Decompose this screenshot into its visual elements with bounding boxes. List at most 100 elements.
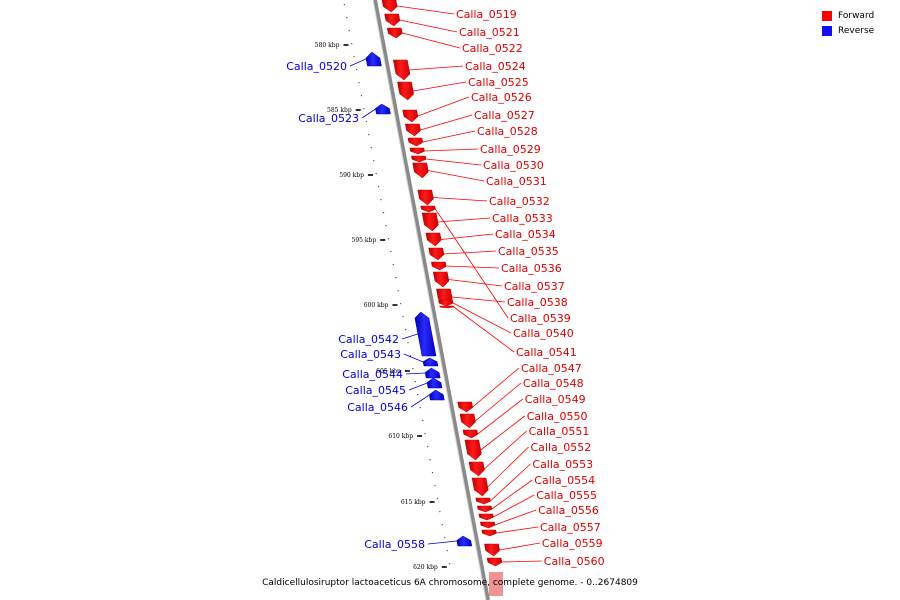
gene-arrow-calla-0528[interactable] <box>407 137 424 147</box>
gene-label-forward[interactable]: Calla_0539 <box>510 312 571 325</box>
gene-label-forward[interactable]: Calla_0554 <box>534 474 595 487</box>
gene-label-forward[interactable]: Calla_0526 <box>471 91 532 104</box>
gene-arrow-calla-0550[interactable] <box>464 439 482 461</box>
chromosome-caption: Caldicellulosiruptor lactoaceticus 6A ch… <box>262 578 638 588</box>
gene-label-forward[interactable]: Calla_0533 <box>492 212 553 225</box>
gene-arrow-calla-0524[interactable] <box>392 59 411 81</box>
gene-label-reverse[interactable]: Calla_0520 <box>286 60 347 73</box>
gene-label-forward[interactable]: Calla_0540 <box>513 327 574 340</box>
gene-arrow-calla-0551[interactable] <box>468 461 485 477</box>
minor-tick <box>343 4 345 6</box>
gene-label-reverse[interactable]: Calla_0558 <box>364 538 425 551</box>
minor-tick <box>346 17 348 19</box>
gene-arrow-calla-0556[interactable] <box>480 521 496 529</box>
gene-arrow-calla-0525[interactable] <box>397 81 414 101</box>
gene-label-forward[interactable]: Calla_0556 <box>538 504 599 517</box>
gene-arrow-calla-0530[interactable] <box>411 155 427 163</box>
gene-arrow-calla-0549[interactable] <box>462 429 479 439</box>
gene-arrow-calla-0535[interactable] <box>428 247 445 261</box>
gene-arrow-calla-0543[interactable] <box>422 357 439 367</box>
gene-arrow-calla-0542[interactable] <box>414 311 437 357</box>
gene-arrow-calla-0532[interactable] <box>417 189 434 206</box>
gene-label-forward[interactable]: Calla_0550 <box>527 410 588 423</box>
minor-tick <box>358 82 360 84</box>
gene-arrow-calla-0548[interactable] <box>459 413 476 429</box>
gene-arrow-calla-0541[interactable] <box>439 305 455 309</box>
gene-leader-line <box>441 233 494 240</box>
gene-arrow-calla-0533[interactable] <box>421 212 439 232</box>
gene-arrow-calla-0531[interactable] <box>412 162 429 179</box>
tick-label: 620 kbp <box>413 564 438 571</box>
gene-arrow-calla-0559[interactable] <box>484 543 500 557</box>
gene-label-forward[interactable]: Calla_0555 <box>536 489 597 502</box>
gene-label-reverse[interactable]: Calla_0545 <box>345 384 406 397</box>
gene-arrow-calla-0544[interactable] <box>424 367 441 379</box>
gene-label-forward[interactable]: Calla_0538 <box>507 296 568 309</box>
gene-label-reverse[interactable]: Calla_0542 <box>338 333 399 346</box>
gene-arrow-calla-0555[interactable] <box>478 513 494 521</box>
gene-label-forward[interactable]: Calla_0532 <box>489 195 550 208</box>
gene-arrow-calla-0527[interactable] <box>405 123 421 137</box>
gene-arrow-calla-0557[interactable] <box>481 529 497 537</box>
gene-label-forward[interactable]: Calla_0528 <box>477 125 538 138</box>
gene-label-forward[interactable]: Calla_0530 <box>483 159 544 172</box>
gene-label-forward[interactable]: Calla_0535 <box>498 245 559 258</box>
minor-tick <box>439 511 441 513</box>
gene-arrow-calla-0523[interactable] <box>375 103 391 115</box>
gene-label-forward[interactable]: Calla_0536 <box>501 262 562 275</box>
gene-arrow-calla-0552[interactable] <box>471 477 489 497</box>
gene-label-forward[interactable]: Calla_0549 <box>525 393 586 406</box>
gene-label-reverse[interactable]: Calla_0523 <box>298 112 359 125</box>
gene-label-forward[interactable]: Calla_0522 <box>462 42 523 55</box>
gene-label-reverse[interactable]: Calla_0544 <box>342 368 403 381</box>
gene-arrow-calla-0553[interactable] <box>475 497 491 505</box>
gene-arrow-calla-0520[interactable] <box>365 51 382 67</box>
minor-tick <box>449 563 451 565</box>
gene-label-forward[interactable]: Calla_0519 <box>456 8 517 21</box>
gene-arrow-calla-0540[interactable] <box>438 299 454 307</box>
gene-leader-line <box>487 446 529 488</box>
gene-arrow-calla-0560[interactable] <box>486 557 503 567</box>
gene-label-forward[interactable]: Calla_0534 <box>495 228 556 241</box>
gene-leader-line <box>401 333 419 340</box>
gene-arrow-calla-0537[interactable] <box>432 271 450 288</box>
gene-label-forward[interactable]: Calla_0553 <box>532 458 593 471</box>
gene-arrow-calla-0558[interactable] <box>456 535 473 547</box>
minor-tick <box>444 537 446 539</box>
gene-arrow-calla-0534[interactable] <box>425 232 442 247</box>
gene-leader-line <box>425 158 482 166</box>
legend: Forward Reverse <box>822 8 892 38</box>
gene-label-reverse[interactable]: Calla_0543 <box>340 348 401 361</box>
gene-label-forward[interactable]: Calla_0547 <box>521 362 582 375</box>
gene-label-forward[interactable]: Calla_0529 <box>480 143 541 156</box>
gene-label-forward[interactable]: Calla_0524 <box>465 60 526 73</box>
gene-label-reverse[interactable]: Calla_0546 <box>347 401 408 414</box>
gene-label-forward[interactable]: Calla_0551 <box>529 425 590 438</box>
gene-arrow-calla-0545[interactable] <box>426 377 443 389</box>
gene-label-forward[interactable]: Calla_0525 <box>468 76 529 89</box>
minor-tick <box>400 303 402 305</box>
gene-arrow-calla-0546[interactable] <box>429 389 445 401</box>
gene-arrow-calla-0522[interactable] <box>386 27 403 39</box>
gene-arrow-calla-0554[interactable] <box>476 505 493 513</box>
gene-arrow-calla-0526[interactable] <box>402 109 419 123</box>
gene-label-forward[interactable]: Calla_0537 <box>504 280 565 293</box>
gene-label-forward[interactable]: Calla_0541 <box>516 346 577 359</box>
gene-label-forward[interactable]: Calla_0521 <box>459 26 520 39</box>
gene-label-forward[interactable]: Calla_0559 <box>542 537 603 550</box>
gene-leader-line <box>405 372 426 375</box>
gene-arrow-calla-0539[interactable] <box>420 205 436 213</box>
gene-arrow-calla-0536[interactable] <box>431 261 447 271</box>
gene-label-forward[interactable]: Calla_0557 <box>540 521 601 534</box>
gene-leader-line <box>484 430 527 470</box>
gene-arrow-calla-0519[interactable] <box>381 0 398 13</box>
gene-label-forward[interactable]: Calla_0531 <box>486 175 547 188</box>
gene-label-forward[interactable]: Calla_0548 <box>523 377 584 390</box>
gene-arrow-calla-0529[interactable] <box>409 147 425 155</box>
gene-label-forward[interactable]: Calla_0560 <box>544 555 605 568</box>
gene-arrow-calla-0547[interactable] <box>457 401 474 413</box>
gene-arrow-calla-0521[interactable] <box>384 13 401 27</box>
gene-label-forward[interactable]: Calla_0552 <box>531 441 592 454</box>
gene-label-forward[interactable]: Calla_0527 <box>474 109 535 122</box>
